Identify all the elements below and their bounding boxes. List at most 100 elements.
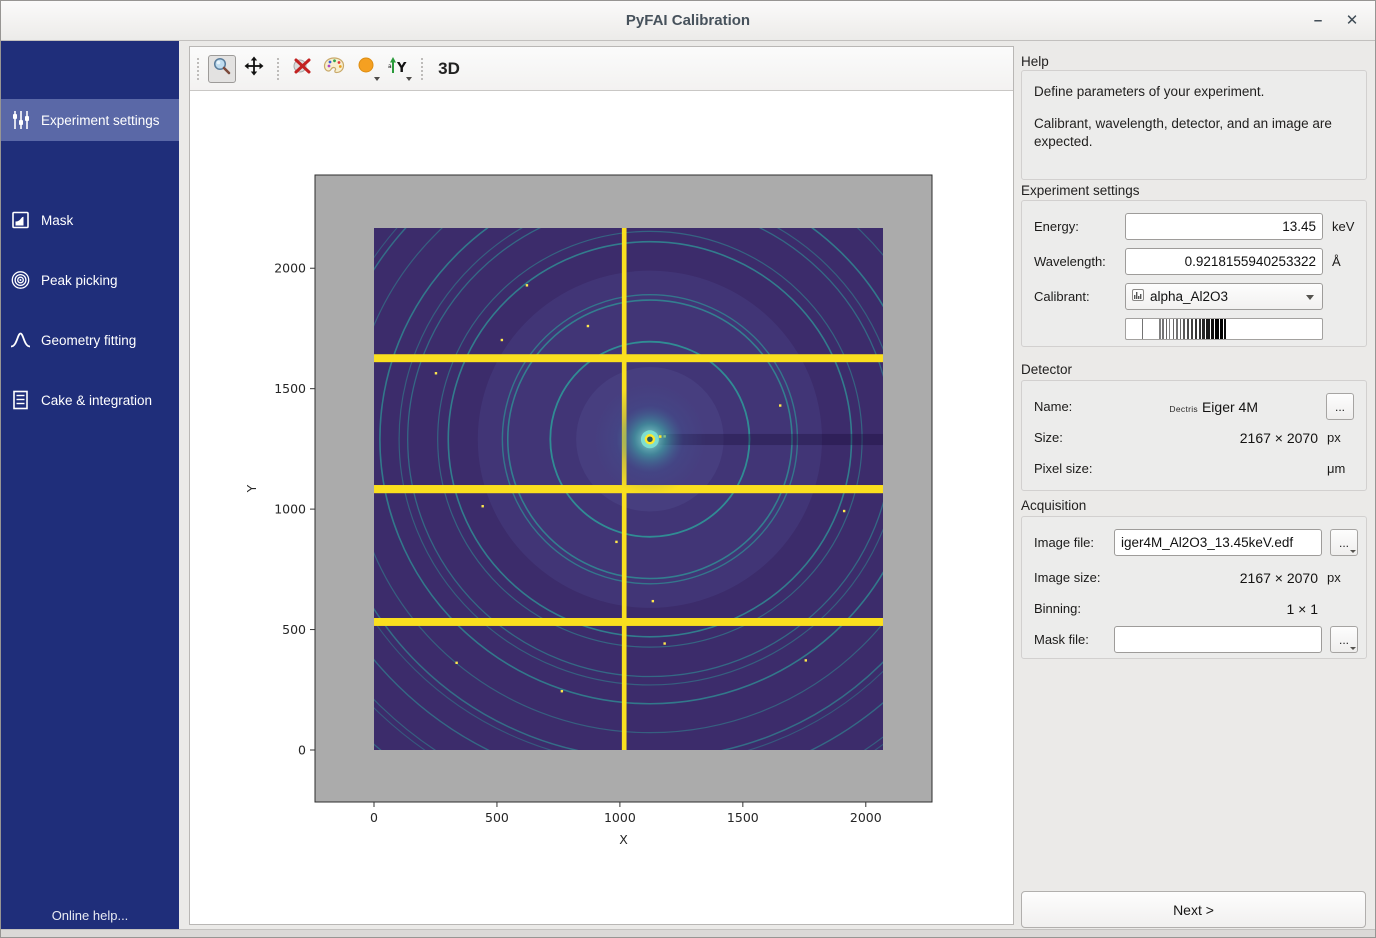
detector-size-unit: px [1327, 430, 1341, 445]
calibrant-label: Calibrant: [1034, 289, 1090, 304]
palette-icon [323, 56, 345, 81]
energy-label: Energy: [1034, 219, 1079, 234]
title-bar: PyFAI Calibration – ✕ [1, 1, 1375, 41]
y-axis-icon: a Y [387, 56, 409, 81]
svg-text:1000: 1000 [274, 502, 306, 517]
pixel-size-unit: μm [1327, 461, 1346, 476]
detector-name-label: Name: [1034, 399, 1073, 414]
svg-text:1500: 1500 [274, 381, 306, 396]
svg-text:1500: 1500 [727, 810, 759, 825]
detector-brand: Dectris [1169, 403, 1198, 414]
close-icon[interactable]: ✕ [1345, 12, 1359, 29]
minimize-icon[interactable]: – [1313, 12, 1323, 29]
calibrant-value: alpha_Al2O3 [1150, 289, 1229, 304]
detector-more-button[interactable]: ... [1326, 393, 1354, 420]
red-cross-icon [291, 56, 313, 81]
dropdown-caret-icon [406, 76, 412, 81]
status-strip [1, 929, 1375, 937]
chevron-down-icon [1306, 295, 1314, 300]
settings-panel: Help Define parameters of your experimen… [1021, 46, 1367, 931]
sidebar-item-label: Peak picking [41, 272, 118, 288]
peak-curve-icon [10, 330, 32, 350]
clear-button[interactable] [288, 55, 316, 83]
detector-size-value: 2167 × 2070 [1239, 429, 1318, 446]
wavelength-label: Wavelength: [1034, 254, 1106, 269]
svg-text:X: X [619, 832, 628, 847]
dropdown-caret-icon [1350, 550, 1356, 553]
detector-size-label: Size: [1034, 430, 1063, 445]
detector-section-title: Detector [1021, 362, 1073, 377]
binning-label: Binning: [1034, 601, 1081, 616]
3d-view-button[interactable]: 3D [438, 58, 460, 78]
help-box: Define parameters of your experiment. Ca… [1021, 70, 1367, 180]
sidebar-item-label: Geometry fitting [41, 332, 137, 348]
help-line-1: Define parameters of your experiment. [1034, 84, 1265, 99]
acquisition-box: Image file: ... Image size: 2167 × 2070 … [1021, 516, 1367, 659]
mask-icon [10, 210, 32, 230]
image-file-label: Image file: [1034, 535, 1094, 550]
sliders-icon [10, 110, 32, 130]
ellipsis-label: ... [1338, 632, 1349, 647]
svg-text:2000: 2000 [274, 261, 306, 276]
svg-text:0: 0 [298, 743, 306, 758]
sidebar-item-peak-picking[interactable]: Peak picking [1, 259, 179, 301]
detector-model: Eiger 4M [1201, 398, 1258, 415]
sidebar-item-mask[interactable]: Mask [1, 199, 179, 241]
lined-document-icon [10, 390, 32, 410]
mini-chart-icon [1132, 289, 1144, 304]
toolbar-grip[interactable] [419, 55, 425, 82]
svg-text:Y: Y [244, 484, 259, 493]
toolbar-grip[interactable] [275, 55, 281, 82]
experiment-section-title: Experiment settings [1021, 183, 1140, 198]
plot-toolbar: a Y 3D [190, 47, 1013, 91]
binning-value: 1 × 1 [1286, 600, 1318, 617]
experiment-box: Energy: keV Wavelength: Å Calibrant: [1021, 200, 1367, 347]
plot-panel: a Y 3D 0 500 1000 1500 2000 0 500 1000 1500 2000 X… [189, 46, 1014, 925]
diffraction-plot[interactable]: 0 500 1000 1500 2000 0 500 1000 1500 2000 X Y [190, 91, 1015, 926]
acquisition-section-title: Acquisition [1021, 498, 1087, 513]
image-file-field[interactable] [1114, 529, 1322, 556]
colormap-button[interactable] [320, 55, 348, 83]
mask-file-browse-button[interactable]: ... [1330, 626, 1358, 653]
energy-unit: keV [1332, 219, 1355, 234]
pan-mode-button[interactable] [240, 55, 268, 83]
mask-file-label: Mask file: [1034, 632, 1089, 647]
calibrant-rings-preview [1125, 318, 1323, 340]
sidebar-item-geometry-fitting[interactable]: Geometry fitting [1, 319, 179, 361]
dropdown-caret-icon [374, 76, 380, 81]
energy-field[interactable] [1125, 213, 1323, 240]
zoom-mode-button[interactable] [208, 54, 236, 83]
calibrant-select[interactable]: alpha_Al2O3 [1125, 283, 1323, 310]
help-line-2: Calibrant, wavelength, detector, and an … [1034, 116, 1332, 149]
sidebar: Experiment settings Mask Peak picking [1, 41, 179, 931]
sidebar-item-label: Cake & integration [41, 392, 153, 408]
svg-text:500: 500 [485, 810, 509, 825]
toolbar-grip[interactable] [195, 55, 201, 82]
wavelength-field[interactable] [1125, 248, 1323, 275]
y-axis-orientation-button[interactable]: a Y [384, 55, 412, 83]
svg-text:2000: 2000 [850, 810, 882, 825]
wavelength-unit: Å [1332, 254, 1341, 269]
image-file-browse-button[interactable]: ... [1330, 529, 1358, 556]
ellipsis-label: ... [1338, 535, 1349, 550]
sidebar-item-label: Experiment settings [41, 112, 160, 128]
svg-text:a: a [388, 63, 392, 70]
pixel-size-label: Pixel size: [1034, 461, 1093, 476]
marker-color-button[interactable] [352, 55, 380, 83]
pan-arrows-icon [244, 56, 264, 81]
help-section-title: Help [1021, 54, 1049, 69]
svg-text:0: 0 [370, 810, 378, 825]
online-help-link[interactable]: Online help... [51, 908, 129, 923]
magnifier-icon [212, 56, 232, 81]
image-size-unit: px [1327, 570, 1341, 585]
detector-name-value: Dectris Eiger 4M [1125, 399, 1318, 415]
sidebar-item-label: Mask [41, 212, 74, 228]
window-title: PyFAI Calibration [625, 12, 751, 29]
sidebar-item-cake-integration[interactable]: Cake & integration [1, 379, 179, 421]
mask-file-field[interactable] [1114, 626, 1322, 653]
image-size-value: 2167 × 2070 [1239, 569, 1318, 586]
sidebar-item-experiment-settings[interactable]: Experiment settings [1, 99, 179, 141]
svg-text:1000: 1000 [604, 810, 636, 825]
next-button[interactable]: Next > [1021, 891, 1366, 928]
